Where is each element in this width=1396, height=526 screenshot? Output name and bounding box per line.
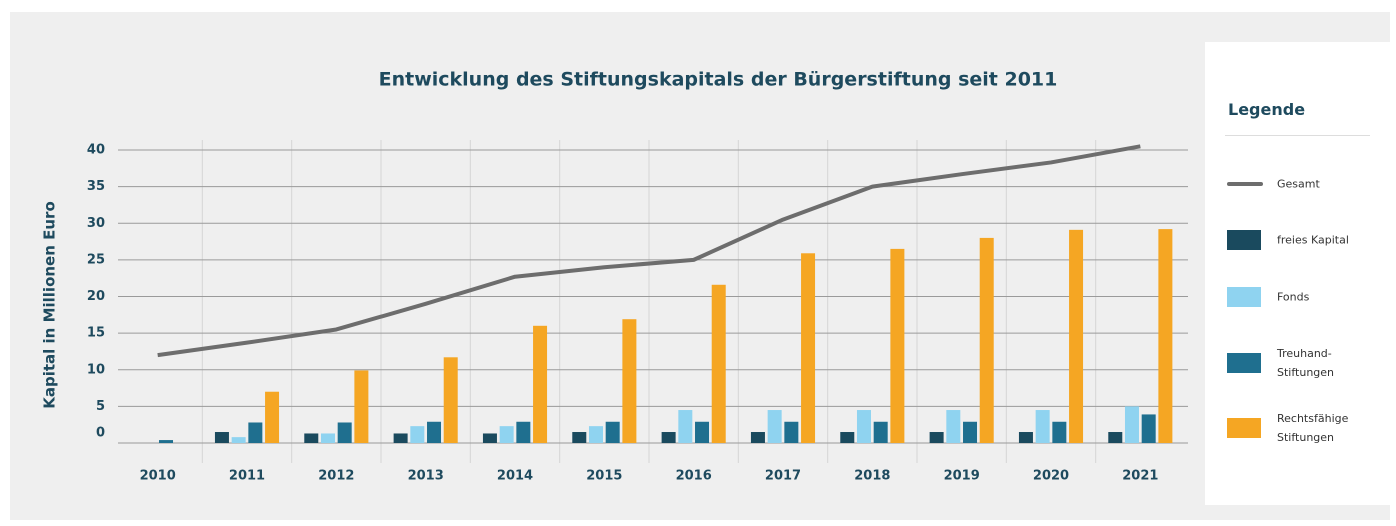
legend-swatch: [1227, 230, 1261, 250]
legend-swatch: [1227, 287, 1261, 307]
bar: [946, 410, 961, 443]
bar: [443, 357, 458, 443]
bar: [320, 433, 335, 443]
legend-swatch: [1227, 418, 1261, 438]
bar: [750, 432, 765, 443]
y-tick-label: 25: [87, 252, 105, 267]
legend-item: freies Kapital: [1227, 220, 1387, 260]
x-tick-label: 2010: [140, 469, 176, 484]
x-tick-label: 2017: [765, 469, 801, 484]
bar: [159, 440, 174, 443]
bar: [410, 426, 425, 443]
line: [157, 144, 1141, 358]
legend-title: Legende: [1228, 100, 1306, 119]
bar: [354, 370, 369, 443]
bar: [516, 421, 531, 443]
bar: [337, 422, 352, 443]
bar: [393, 433, 408, 443]
bar: [856, 410, 871, 443]
legend-divider: [1225, 135, 1370, 136]
bar: [1108, 432, 1123, 443]
x-tick-label: 2021: [1122, 469, 1158, 484]
bar: [929, 432, 944, 443]
bar: [784, 421, 799, 443]
y-axis-label: Kapital in Millionen Euro: [41, 201, 59, 409]
bar: [588, 426, 603, 443]
legend-label: Gesamt: [1277, 177, 1320, 191]
legend: Legende Gesamt freies Kapital Fonds Treuhan…: [1205, 42, 1390, 505]
bar: [304, 433, 319, 443]
bar: [695, 421, 710, 443]
legend-item: Gesamt: [1227, 164, 1387, 204]
bar: [873, 421, 888, 443]
legend-label: Fonds: [1277, 290, 1310, 304]
bar: [840, 432, 855, 443]
bar: [1158, 229, 1173, 443]
legend-label: Treuhand-Stiftungen: [1277, 347, 1335, 379]
legend-label: freies Kapital: [1277, 233, 1349, 247]
y-tick-label: 0: [96, 426, 105, 441]
bar: [214, 432, 229, 443]
bar: [801, 253, 816, 443]
legend-item: Fonds: [1227, 277, 1387, 317]
bar: [979, 237, 994, 443]
y-tick-label: 20: [87, 289, 105, 304]
bar: [427, 421, 442, 443]
y-tick-label: 10: [87, 362, 105, 377]
legend-item: Treuhand-Stiftungen: [1227, 343, 1387, 383]
bar: [1141, 414, 1156, 443]
x-tick-label: 2012: [318, 469, 354, 484]
bar: [248, 422, 263, 443]
bar: [1018, 432, 1033, 443]
bar: [231, 437, 246, 443]
y-tick-label: 5: [96, 399, 105, 414]
bar: [533, 325, 548, 443]
y-tick-label: 30: [87, 216, 105, 231]
bar: [1052, 421, 1067, 443]
bar: [1069, 229, 1084, 443]
x-tick-label: 2016: [676, 469, 712, 484]
legend-item: Rechtsfähige Stiftungen: [1227, 408, 1387, 448]
bar: [622, 319, 637, 443]
x-tick-label: 2013: [408, 469, 444, 484]
legend-swatch: [1227, 353, 1261, 373]
legend-swatch: [1227, 182, 1263, 186]
bar: [661, 432, 676, 443]
bar: [678, 410, 693, 443]
y-tick-label: 15: [87, 326, 105, 341]
x-tick-label: 2015: [586, 469, 622, 484]
bar: [482, 433, 497, 443]
bar: [1035, 410, 1050, 443]
chart-title: Entwicklung des Stiftungskapitals der Bü…: [379, 69, 1058, 91]
x-tick-label: 2018: [854, 469, 890, 484]
x-tick-label: 2019: [944, 469, 980, 484]
bar: [499, 426, 514, 443]
bar: [890, 248, 905, 443]
bar: [767, 410, 782, 443]
bar: [711, 284, 726, 443]
x-tick-label: 2011: [229, 469, 265, 484]
x-tick-label: 2020: [1033, 469, 1069, 484]
x-tick-label: 2014: [497, 469, 533, 484]
y-tick-label: 40: [87, 143, 105, 158]
bar: [963, 421, 978, 443]
bar: [605, 421, 620, 443]
bar: [265, 391, 280, 443]
bar: [572, 432, 587, 443]
bar: [1124, 406, 1139, 443]
legend-label: Rechtsfähige Stiftungen: [1277, 412, 1349, 444]
y-tick-label: 35: [87, 179, 105, 194]
